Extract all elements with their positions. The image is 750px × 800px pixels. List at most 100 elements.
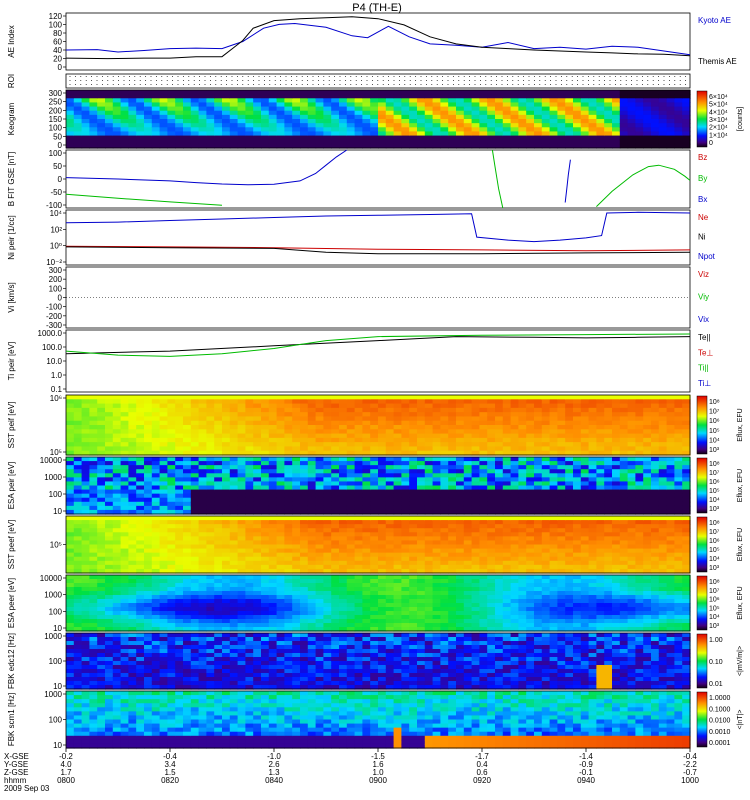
heatmap-cell bbox=[198, 437, 207, 443]
heatmap-cell bbox=[307, 568, 317, 574]
heatmap-cell bbox=[424, 481, 434, 487]
heatmap-cell bbox=[284, 564, 293, 570]
heatmap-cell bbox=[510, 94, 519, 99]
heatmap-cell bbox=[596, 560, 605, 566]
heatmap-cell bbox=[245, 425, 254, 430]
heatmap-cell bbox=[237, 489, 246, 495]
heatmap-cell bbox=[596, 556, 605, 562]
roi-dot bbox=[209, 76, 211, 77]
heatmap-cell bbox=[112, 433, 122, 439]
heatmap-cell bbox=[448, 399, 457, 405]
heatmap-cell bbox=[596, 135, 605, 141]
heatmap-cell bbox=[526, 425, 535, 430]
heatmap-cell bbox=[198, 135, 207, 141]
heatmap-cell bbox=[362, 560, 371, 566]
heatmap-cell bbox=[331, 469, 340, 474]
heatmap-cell bbox=[666, 564, 675, 570]
heatmap-cell bbox=[89, 412, 98, 418]
roi-dot bbox=[118, 84, 120, 85]
heatmap-cell bbox=[300, 429, 309, 435]
heatmap-cell bbox=[222, 485, 231, 491]
heatmap-cell bbox=[175, 437, 184, 443]
heatmap-cell bbox=[534, 420, 543, 426]
heatmap-cell bbox=[206, 473, 215, 478]
heatmap-cell bbox=[97, 412, 106, 418]
heatmap-cell bbox=[573, 520, 582, 525]
heatmap-cell bbox=[307, 481, 317, 487]
heatmap-cell bbox=[346, 548, 356, 554]
heatmap-cell bbox=[105, 123, 114, 128]
heatmap-cell bbox=[315, 139, 324, 145]
heatmap-cell bbox=[268, 131, 278, 137]
roi-dot bbox=[274, 84, 276, 85]
heatmap-cell bbox=[167, 524, 176, 529]
heatmap-cell bbox=[105, 568, 114, 574]
heatmap-cell bbox=[190, 416, 200, 422]
heatmap-cell bbox=[604, 131, 613, 137]
heatmap-cell bbox=[151, 123, 161, 128]
heatmap-cell bbox=[346, 395, 356, 400]
heatmap-cell bbox=[307, 135, 317, 141]
heatmap-cell bbox=[307, 501, 317, 507]
heatmap-cell bbox=[456, 493, 465, 499]
heatmap-cell bbox=[534, 90, 543, 95]
heatmap-cell bbox=[580, 425, 590, 430]
heatmap-cell bbox=[323, 465, 332, 470]
heatmap-cell bbox=[378, 127, 387, 133]
roi-dot bbox=[209, 80, 211, 81]
heatmap-cell bbox=[175, 493, 184, 499]
heatmap-cell bbox=[658, 489, 668, 495]
heatmap-cell bbox=[300, 143, 309, 149]
roi-dot bbox=[296, 84, 298, 85]
heatmap-cell bbox=[393, 143, 402, 149]
heatmap-cell bbox=[175, 457, 184, 462]
heatmap-cell bbox=[401, 461, 410, 466]
heatmap-cell bbox=[573, 509, 582, 515]
heatmap-cell bbox=[105, 135, 114, 141]
heatmap-cell bbox=[183, 532, 192, 537]
heatmap-cell bbox=[635, 119, 644, 124]
heatmap-cell bbox=[261, 90, 270, 95]
heatmap-cell bbox=[198, 399, 207, 405]
heatmap-cell bbox=[346, 437, 356, 443]
heatmap-cell bbox=[346, 416, 356, 422]
y-tick-label: 10⁻² bbox=[46, 258, 62, 267]
heatmap-cell bbox=[518, 127, 527, 133]
heatmap-cell bbox=[487, 139, 496, 145]
heatmap-cell bbox=[612, 127, 621, 133]
heatmap-cell bbox=[81, 94, 90, 99]
heatmap-cell bbox=[175, 143, 184, 149]
heatmap-cell bbox=[424, 442, 434, 448]
heatmap-cell bbox=[471, 420, 480, 426]
heatmap-cell bbox=[300, 110, 309, 116]
heatmap-cell bbox=[588, 520, 597, 525]
heatmap-cell bbox=[393, 442, 402, 448]
heatmap-cell bbox=[97, 489, 106, 495]
heatmap-cell bbox=[237, 110, 246, 116]
heatmap-cell bbox=[89, 119, 98, 124]
roi-dot bbox=[469, 76, 471, 77]
roi-dot bbox=[388, 76, 390, 77]
roi-dot bbox=[658, 80, 660, 81]
heatmap-cell bbox=[183, 501, 192, 507]
heatmap-cell bbox=[385, 442, 395, 448]
heatmap-cell bbox=[612, 556, 621, 562]
roi-dot bbox=[361, 84, 363, 85]
heatmap-cell bbox=[440, 420, 449, 426]
heatmap-cell bbox=[417, 560, 426, 566]
heatmap-cell bbox=[385, 524, 395, 529]
heatmap-cell bbox=[401, 497, 410, 503]
heatmap-cell bbox=[424, 493, 434, 499]
heatmap-cell bbox=[198, 469, 207, 474]
heatmap-cell bbox=[73, 540, 83, 546]
roi-dot bbox=[517, 84, 519, 85]
heatmap-cell bbox=[323, 552, 332, 558]
heatmap-cell bbox=[463, 412, 473, 418]
series-line-by bbox=[65, 193, 223, 206]
heatmap-cell bbox=[370, 501, 379, 507]
heatmap-cell bbox=[362, 552, 371, 558]
heatmap-cell bbox=[292, 497, 301, 503]
heatmap-cell bbox=[136, 412, 145, 418]
heatmap-cell bbox=[534, 481, 543, 487]
heatmap-cell bbox=[393, 544, 402, 550]
